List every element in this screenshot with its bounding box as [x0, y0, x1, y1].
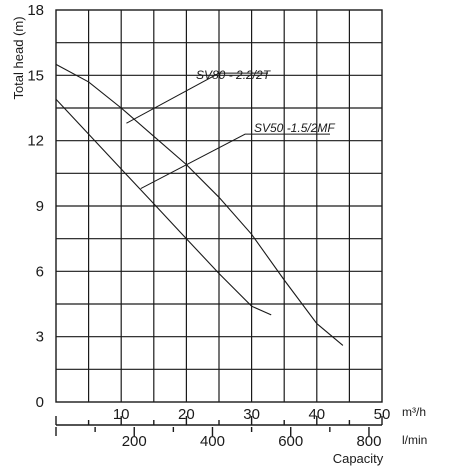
x-unit-secondary: l/min [402, 433, 427, 447]
series-line-1 [55, 63, 344, 346]
y-tick-label: 12 [27, 133, 44, 150]
x-tick-label-primary: 50 [374, 406, 391, 423]
y-tick-label: 0 [36, 394, 44, 411]
series-label-leader [126, 72, 268, 124]
series-line-2 [55, 98, 272, 316]
x-tick-label-primary: 30 [243, 406, 260, 423]
y-tick-label: 6 [36, 263, 44, 280]
x-tick-label-secondary: 200 [122, 433, 147, 450]
x-tick-label-primary: 10 [113, 406, 130, 423]
x-tick-label-secondary: 800 [356, 433, 381, 450]
y-axis-title: Total head (m) [11, 16, 26, 99]
x-tick-label-secondary: 600 [278, 433, 303, 450]
curve-layer [55, 63, 344, 346]
series-label-2: SV50 -1.5/2MF [254, 121, 335, 135]
series-label-1: SV80 - 2.2/2T [196, 68, 272, 82]
y-tick-label: 18 [27, 2, 44, 19]
x-tick-label-primary: 40 [308, 406, 325, 423]
x-tick-label-primary: 20 [178, 406, 195, 423]
plot-frame [55, 9, 383, 403]
y-tick-label: 15 [27, 67, 44, 84]
y-tick-label: 3 [36, 329, 44, 346]
label-layer: 0 3 6 9 12 15 18 10 20 30 40 50 200 400 600 800 SV80 - 2… [27, 2, 390, 450]
series-label-leader [140, 133, 330, 190]
x-axis-title: Capacity [333, 451, 384, 466]
x-unit-primary: m³/h [402, 405, 426, 419]
y-tick-label: 9 [36, 198, 44, 215]
x-tick-label-secondary: 400 [200, 433, 225, 450]
chart-grid [55, 9, 383, 436]
